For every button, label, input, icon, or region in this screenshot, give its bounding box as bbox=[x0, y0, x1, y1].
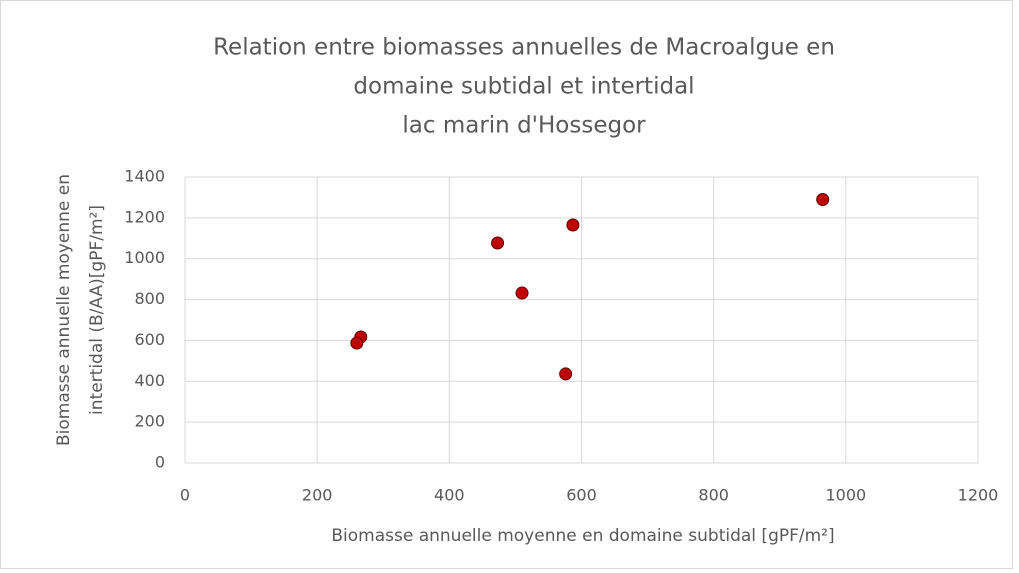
chart-title: domaine subtidal et intertidal bbox=[353, 74, 694, 100]
point bbox=[816, 192, 830, 206]
chart-title: Relation entre biomasses annuelles de Ma… bbox=[213, 35, 835, 61]
y-axis-title: Biomasse annuelle moyenne en bbox=[54, 174, 74, 446]
x-tick-label: 1200 bbox=[958, 486, 999, 505]
y-tick-label: 1000 bbox=[124, 248, 165, 267]
x-tick-label: 600 bbox=[566, 486, 597, 505]
x-tick-label: 200 bbox=[302, 486, 333, 505]
point bbox=[515, 286, 529, 300]
x-tick-label: 800 bbox=[698, 486, 729, 505]
point bbox=[350, 336, 364, 350]
x-tick-label: 1000 bbox=[825, 486, 866, 505]
y-tick-label: 600 bbox=[134, 330, 165, 349]
y-tick-label: 200 bbox=[134, 412, 165, 431]
y-tick-label: 800 bbox=[134, 289, 165, 308]
point bbox=[491, 236, 505, 250]
point bbox=[559, 367, 573, 381]
x-tick-label: 0 bbox=[180, 486, 190, 505]
y-tick-label: 1200 bbox=[124, 207, 165, 226]
chart-title: lac marin d'Hossegor bbox=[402, 113, 646, 139]
x-tick-label: 400 bbox=[434, 486, 465, 505]
y-tick-label: 1400 bbox=[124, 167, 165, 186]
y-tick-label: 0 bbox=[155, 453, 165, 472]
y-axis-title: intertidal (B/AA)[gPF/m²] bbox=[87, 205, 107, 415]
point bbox=[566, 218, 580, 232]
y-tick-label: 400 bbox=[134, 371, 165, 390]
x-axis-title: Biomasse annuelle moyenne en domaine sub… bbox=[331, 526, 834, 546]
